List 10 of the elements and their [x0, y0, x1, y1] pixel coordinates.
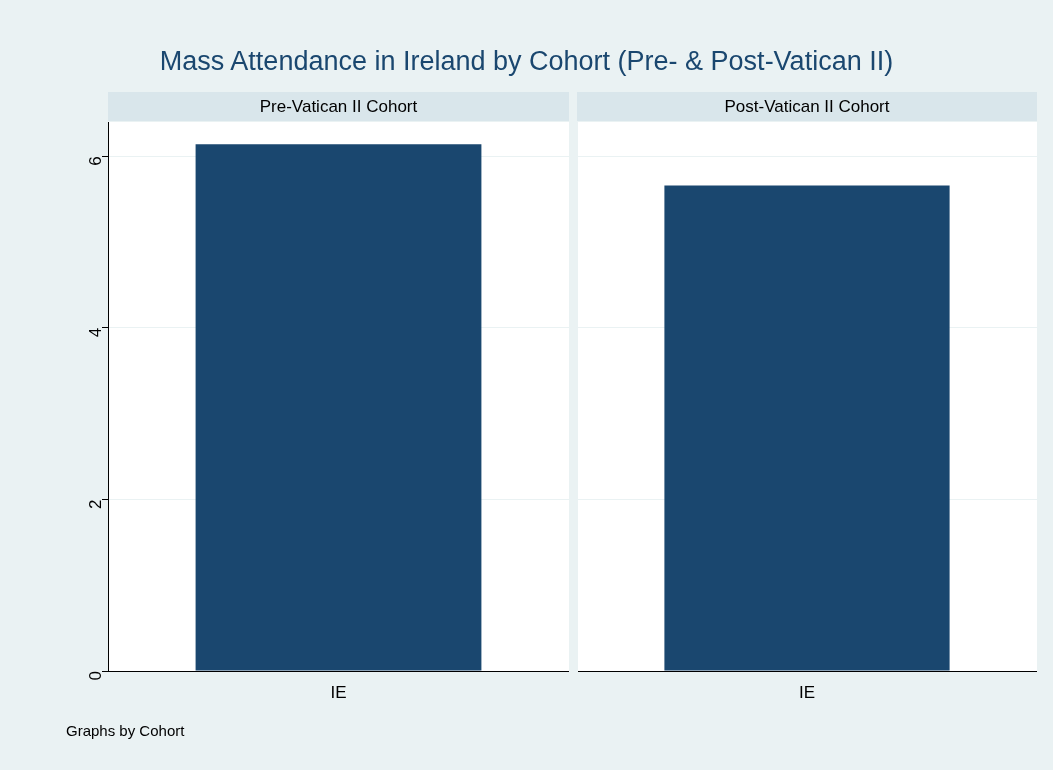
- y-tick-label: 0: [85, 671, 105, 681]
- x-tick-label: IE: [330, 682, 347, 702]
- x-tick-label: IE: [798, 682, 816, 702]
- y-tick-label: 6: [85, 156, 105, 166]
- chart-subtitle: Post-Vatican II Cohort: [577, 92, 1037, 121]
- chart-subtitle: Pre-Vatican II Cohort: [108, 92, 569, 121]
- chart-title: Mass Attendance in Ireland by Cohort (Pre- & Post-Vatican II): [158, 46, 895, 77]
- text: Graphs by Cohort: [66, 722, 185, 739]
- y-tick-label: 2: [85, 499, 105, 509]
- y-tick-label: 4: [85, 327, 105, 338]
